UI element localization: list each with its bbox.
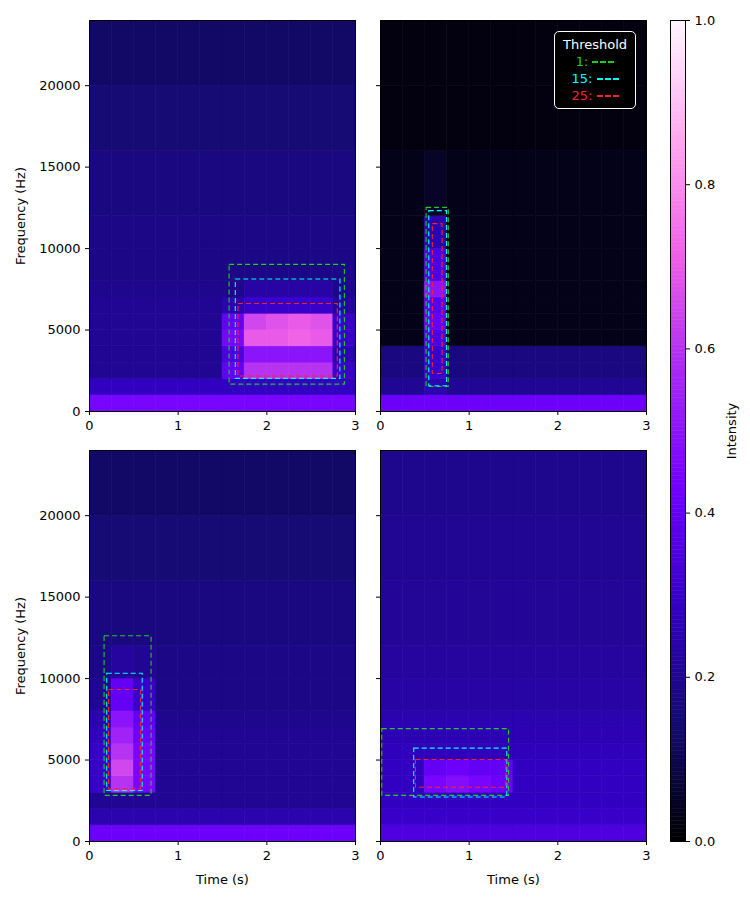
svg-text:2: 2: [554, 418, 562, 433]
svg-text:20000: 20000: [39, 78, 80, 93]
svg-text:0.2: 0.2: [695, 669, 716, 684]
svg-text:0.8: 0.8: [695, 177, 716, 192]
svg-text:0.6: 0.6: [695, 341, 716, 356]
html-text:15:: 15:: [571, 71, 593, 86]
svg-text:10000: 10000: [39, 241, 80, 256]
svg-text:1: 1: [174, 418, 182, 433]
svg-text:Intensity: Intensity: [724, 402, 739, 459]
svg-text:5000: 5000: [47, 322, 80, 337]
svg-text:0: 0: [85, 848, 93, 863]
svg-text:0: 0: [72, 834, 80, 849]
svg-text:Time (s): Time (s): [486, 872, 540, 887]
html-text:25:: 25:: [571, 88, 593, 103]
svg-text:1.0: 1.0: [695, 13, 716, 28]
svg-text:Time (s): Time (s): [195, 872, 249, 887]
svg-text:Frequency (Hz): Frequency (Hz): [13, 597, 28, 695]
svg-text:2: 2: [263, 418, 271, 433]
svg-text:20000: 20000: [39, 508, 80, 523]
svg-text:15000: 15000: [39, 159, 80, 174]
svg-text:3: 3: [351, 418, 359, 433]
svg-text:15000: 15000: [39, 589, 80, 604]
svg-text:3: 3: [351, 848, 359, 863]
svg-text:3: 3: [642, 848, 650, 863]
svg-text:1: 1: [174, 848, 182, 863]
svg-text:0.0: 0.0: [695, 834, 716, 849]
svg-text:0.4: 0.4: [695, 505, 716, 520]
svg-text:2: 2: [263, 848, 271, 863]
svg-text:5000: 5000: [47, 752, 80, 767]
html-text:1:: 1:: [575, 54, 589, 69]
svg-text:0: 0: [376, 848, 384, 863]
svg-text:1: 1: [465, 848, 473, 863]
svg-text:0: 0: [85, 418, 93, 433]
svg-text:10000: 10000: [39, 671, 80, 686]
svg-text:1: 1: [465, 418, 473, 433]
svg-text:0: 0: [376, 418, 384, 433]
svg-text:3: 3: [642, 418, 650, 433]
svg-text:Frequency (Hz): Frequency (Hz): [13, 167, 28, 265]
html-text:Threshold: Threshold: [563, 37, 628, 52]
svg-text:2: 2: [554, 848, 562, 863]
svg-text:0: 0: [72, 404, 80, 419]
